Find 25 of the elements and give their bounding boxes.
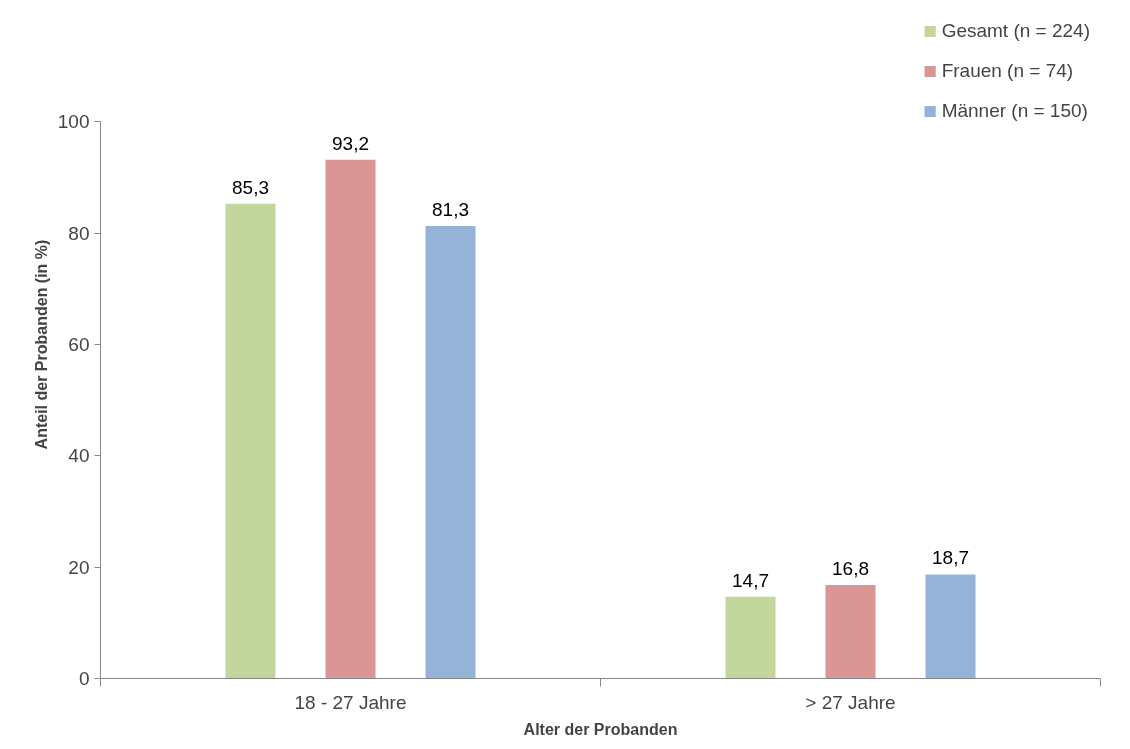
bar xyxy=(825,584,876,679)
data-label: 93,2 xyxy=(332,132,369,154)
legend-label: Gesamt (n = 224) xyxy=(941,20,1090,42)
y-tick-label: 20 xyxy=(68,556,90,578)
y-tick-label: 80 xyxy=(68,222,90,244)
data-label: 85,3 xyxy=(232,176,269,198)
data-label: 18,7 xyxy=(932,547,969,569)
y-axis-title: Anteil der Probanden (in %) xyxy=(32,239,50,450)
legend-label: Frauen (n = 74) xyxy=(941,60,1074,82)
y-tick-label: 100 xyxy=(57,111,90,133)
bar xyxy=(725,596,776,679)
x-tick-label: 18 - 27 Jahre xyxy=(294,691,407,713)
bar xyxy=(325,159,376,679)
legend-label: Männer (n = 150) xyxy=(941,100,1088,122)
data-label: 14,7 xyxy=(732,569,769,591)
y-tick-label: 40 xyxy=(68,445,90,467)
data-label: 81,3 xyxy=(432,198,469,220)
y-tick-label: 0 xyxy=(78,668,90,689)
x-tick-label: > 27 Jahre xyxy=(805,691,896,713)
bar xyxy=(425,225,476,679)
data-label: 16,8 xyxy=(832,557,869,579)
x-axis-title: Alter der Probanden xyxy=(523,720,678,738)
bar xyxy=(225,203,276,679)
bar xyxy=(925,574,976,679)
y-tick-label: 60 xyxy=(68,334,90,355)
